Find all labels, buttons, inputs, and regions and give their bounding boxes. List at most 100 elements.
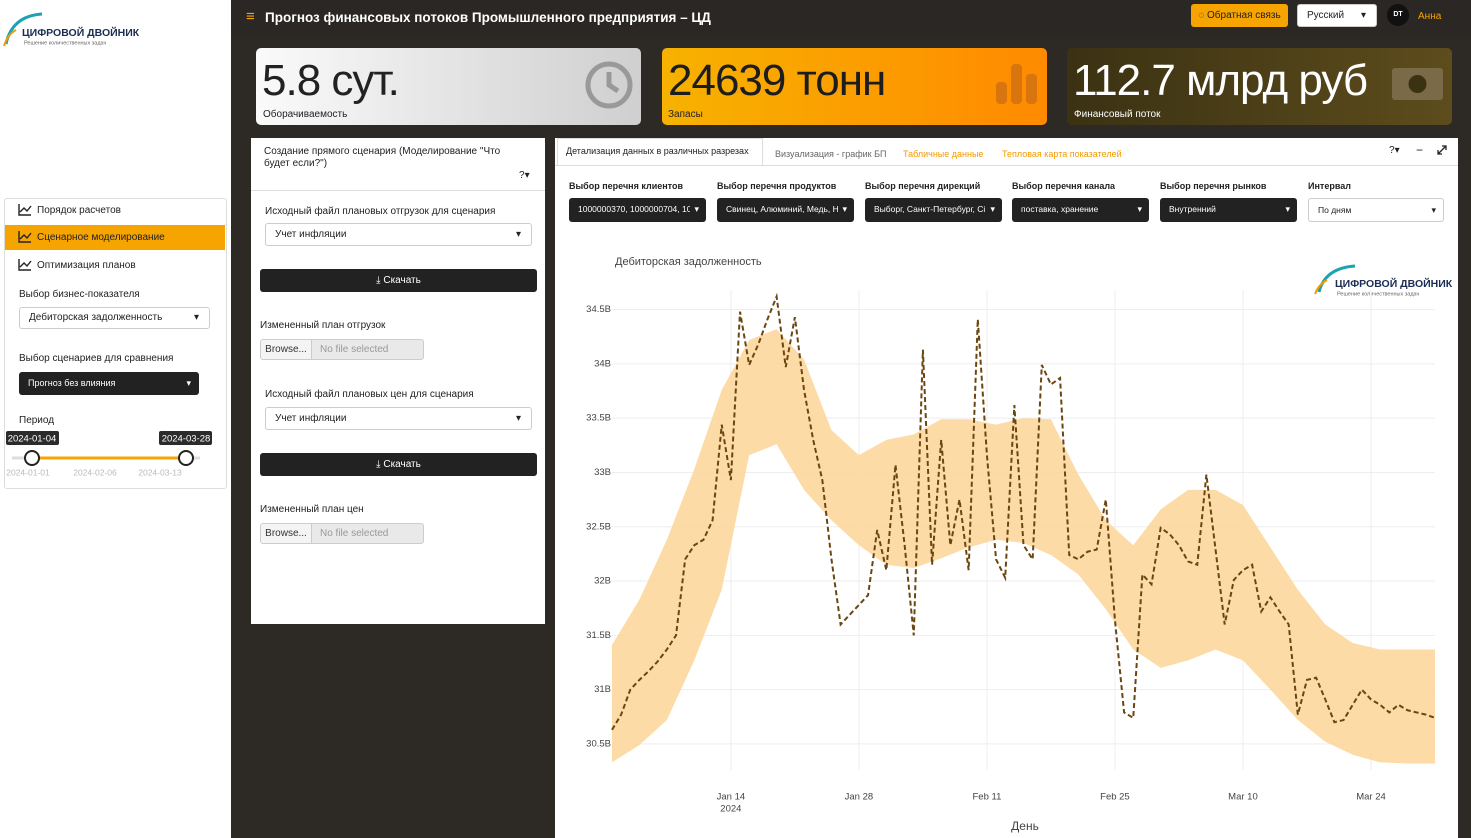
menu-icon [18,231,32,243]
logo-swoosh [1314,279,1328,295]
caret: ▾ [186,378,191,388]
y-tick-label: 34.5B [586,304,611,315]
file-input[interactable]: Browse... No file selected [260,523,424,544]
caret: ▾ [990,204,995,214]
field-label: Исходный файл плановых цен для сценария [265,389,474,400]
select-value: Учет инфляции [275,413,347,424]
help-text: ? [1389,145,1395,156]
slider-handle[interactable] [24,450,40,466]
menu-item[interactable]: Оптимизация планов [37,260,136,271]
handle-label: 2024-03-28 [162,434,211,445]
expand-button[interactable] [1437,145,1447,155]
filter-select[interactable]: поставка, хранение ▾ [1012,198,1149,222]
browse-button[interactable]: Browse... [261,340,312,359]
download-icon: ⤓ [376,459,384,470]
file-name: No file selected [320,528,389,539]
help-button[interactable]: ?▾ [519,170,530,181]
tab[interactable]: Визуализация - график БП [775,149,887,159]
filter-select[interactable]: Внутренний ▾ [1160,198,1297,222]
confidence-band [612,329,1435,764]
select-value: Учет инфляции [275,229,347,240]
select[interactable]: Дебиторская задолженность ▾ [19,307,210,329]
menu-item[interactable]: Порядок расчетов [37,205,121,216]
sidebar [0,0,231,838]
logo: ЦИФРОВОЙ ДВОЙНИК Решение количественных … [3,12,140,47]
value-box-value: 24639 тонн [668,56,886,105]
value-box [662,48,1047,125]
value-box-value: 5.8 сут. [262,56,400,105]
logo-subtitle: Решение количественных задач [24,40,106,46]
menu-active-bg [5,225,225,250]
x-tick-label: Jan 28 [845,792,874,803]
caret: ▾ [515,229,521,240]
panel-title: Создание прямого сценария (Моделирование… [264,146,501,169]
tab[interactable]: Табличные данные [903,149,984,159]
feedback-icon: ◌ [1198,10,1208,21]
handle-label-bg [159,431,212,445]
file-input[interactable]: Browse... No file selected [260,339,424,360]
filter-select[interactable]: По дням ▾ [1308,198,1444,222]
language-select[interactable]: Русский ▾ [1297,4,1377,27]
logo-swoosh [3,29,17,47]
y-tick-label: 32.5B [586,521,611,532]
menu-toggle[interactable]: ≡ [246,8,255,25]
select[interactable]: Прогноз без влияния ▾ [19,372,199,395]
clock-icon [585,61,633,109]
filter-select[interactable]: 1000000370, 1000000704, 1000 ▾ [569,198,706,222]
download-button[interactable]: ⤓ Скачать [260,453,537,476]
y-tick-label: 33.5B [586,413,611,424]
language-value: Русский [1307,10,1345,21]
x-tick-label: Feb 25 [1100,792,1130,803]
filter-label: Интервал [1308,181,1351,191]
minimize-button[interactable]: − [1416,143,1424,157]
slider-handle[interactable] [178,450,194,466]
help-button[interactable]: ?▾ [1389,145,1400,156]
filter-select[interactable]: Выборг, Санкт-Петербург, Сі ▾ [865,198,1002,222]
caret: ▾ [524,170,530,181]
button-text: Скачать [383,459,421,470]
bars-icon [996,64,1037,104]
tab-active[interactable] [557,138,763,165]
select[interactable]: Учет инфляции ▾ [265,407,532,430]
select-value: Дебиторская задолженность [29,312,163,323]
period-slider[interactable]: 2024-01-04 2024-03-28 2024-01-01 2024-02… [0,428,231,484]
select[interactable]: Учет инфляции ▾ [265,223,532,246]
handle-label-bg [6,431,59,445]
header-title: Прогноз финансовых потоков Промышленного… [265,10,711,25]
value-box-label: Финансовый поток [1074,109,1161,120]
browse-button[interactable]: Browse... [261,524,312,543]
filter-select[interactable]: Свинец, Алюминий, Медь, Ни ▾ [717,198,854,222]
file-name: No file selected [320,344,389,355]
slider-tick: 2024-03-13 [138,467,182,477]
filter-label: Выбор перечня клиентов [569,181,683,191]
menu-icon [18,259,32,271]
filter-label: Выбор перечня канала [1012,181,1116,191]
avatar[interactable]: DT [1387,4,1409,26]
tab-divider [555,165,1458,166]
filter-value: Выборг, Санкт-Петербург, Сі [874,204,986,214]
filter-label: Выбор перечня дирекций [865,181,981,191]
download-button[interactable]: ⤓ Скачать [260,269,537,292]
logo-title: ЦИФРОВОЙ ДВОЙНИК [1335,277,1453,290]
menu-icon [18,204,32,216]
x-tick-label: Mar 24 [1356,792,1386,803]
feedback-button[interactable]: ◌ Обратная связь [1191,4,1288,27]
divider [251,190,545,191]
tab[interactable]: Тепловая карта показателей [1002,149,1122,159]
x-tick-label: Feb 11 [972,792,1001,803]
tab[interactable]: Детализация данных в различных разрезах [566,146,749,156]
menu-item[interactable]: Сценарное моделирование [37,232,165,243]
caret: ▾ [1431,205,1436,215]
feedback-text: Обратная связь [1207,10,1281,21]
slider-tick: 2024-01-01 [6,467,50,477]
filter-label: Выбор перечня рынков [1160,181,1267,191]
user-name[interactable]: Анна [1418,11,1442,22]
logo-swoosh [1317,264,1356,293]
field-label: Исходный файл плановых отгрузок для сцен… [265,206,496,217]
chart-title: Дебиторская задолженность [615,256,762,268]
filter-value: Свинец, Алюминий, Медь, Ни [726,204,838,214]
caret: ▾ [694,204,699,214]
logo-title: ЦИФРОВОЙ ДВОЙНИК [22,26,140,39]
y-tick-label: 33B [594,467,611,478]
